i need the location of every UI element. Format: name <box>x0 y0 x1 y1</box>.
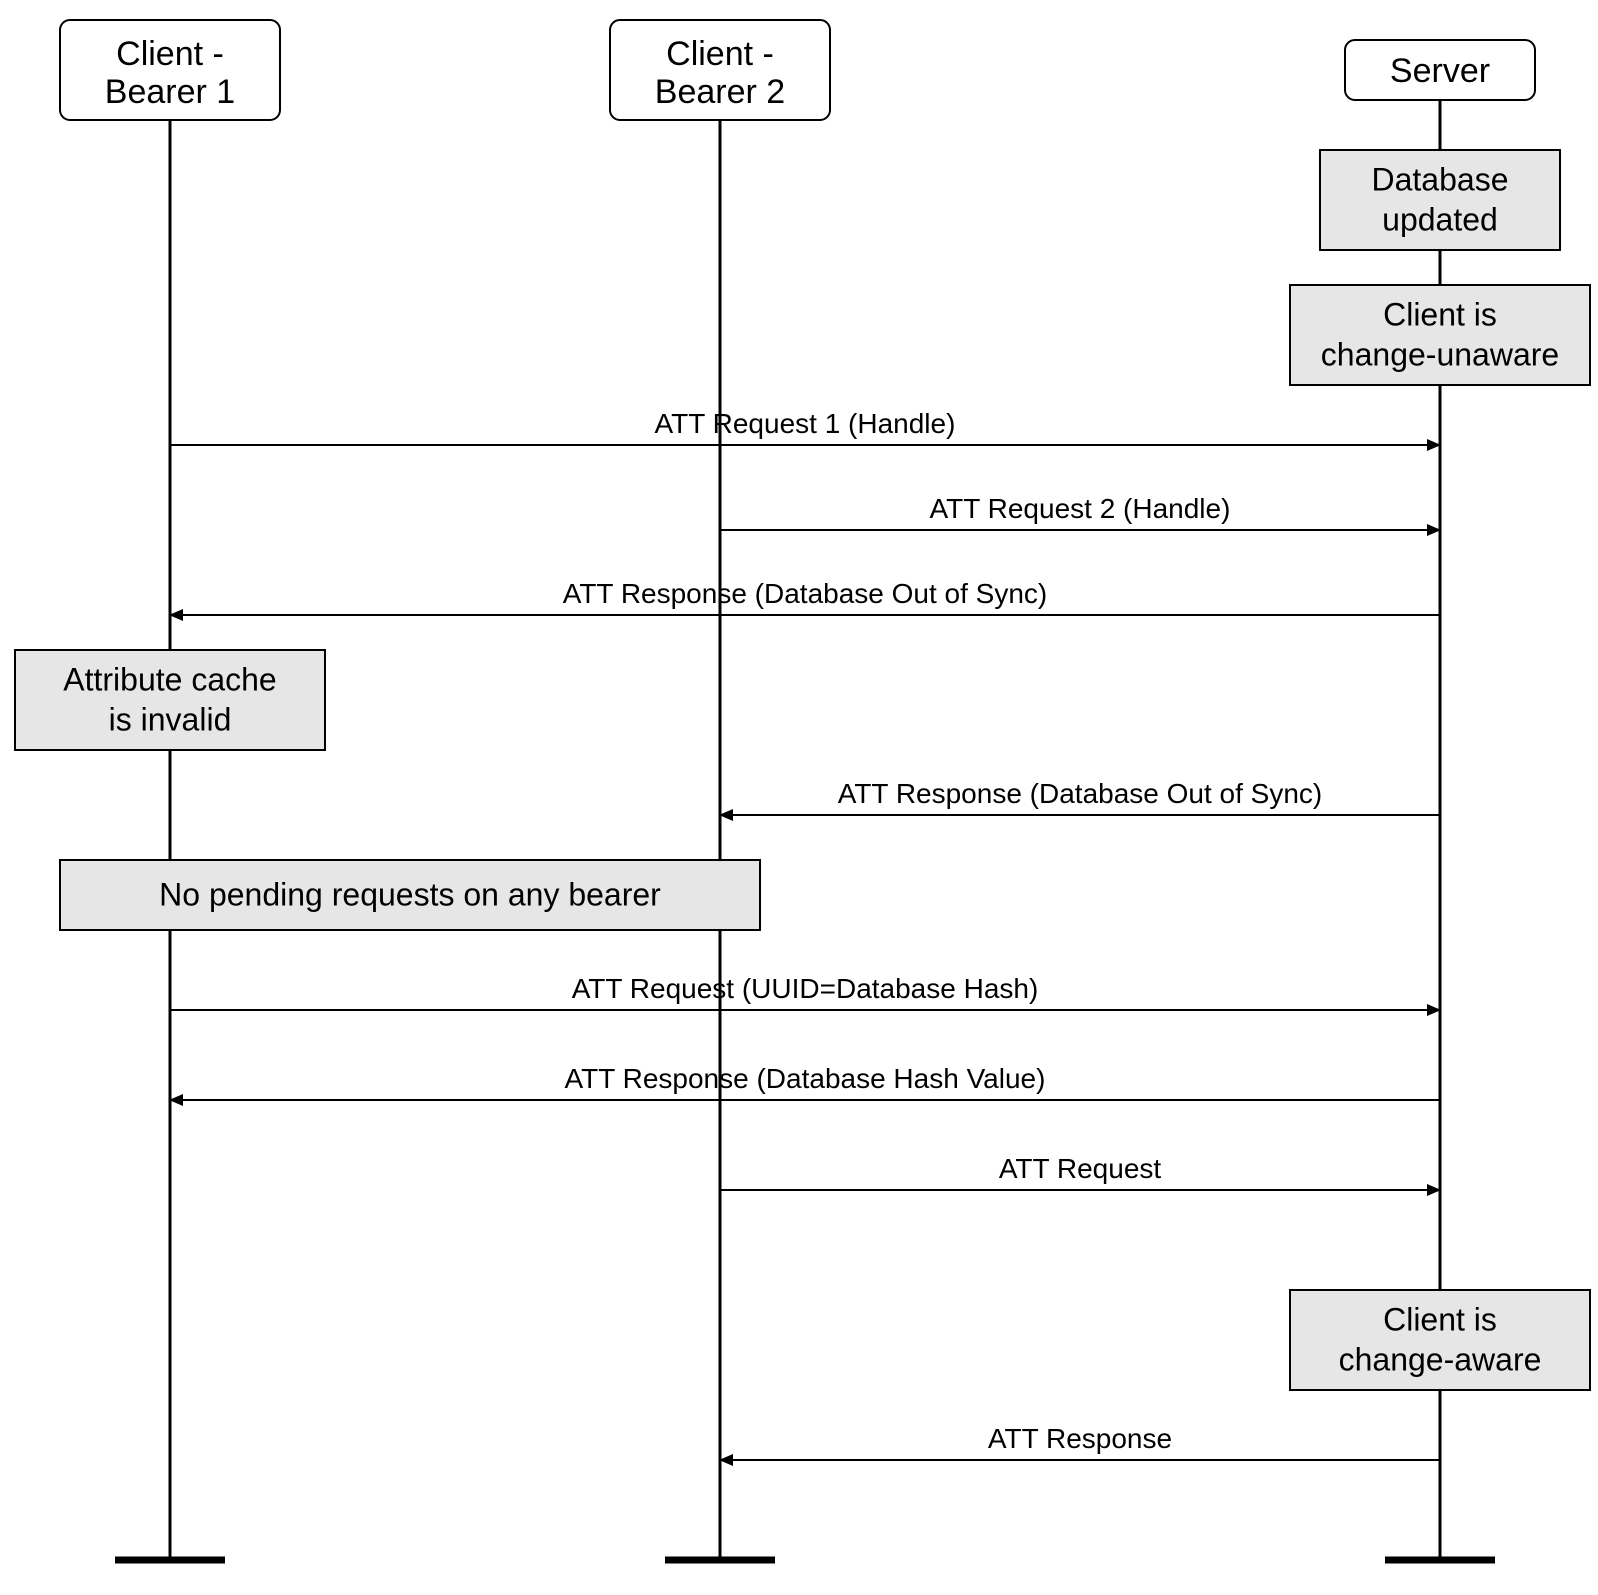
participant-label: Bearer 2 <box>655 73 785 111</box>
message-label: ATT Response (Database Out of Sync) <box>838 778 1323 809</box>
note-text: is invalid <box>109 701 232 737</box>
note-text: Database <box>1372 161 1509 197</box>
note-text: Client is <box>1383 296 1497 332</box>
sequence-diagram: Database updated Client is change-unaware At… <box>0 0 1598 1595</box>
participant-label: Server <box>1390 52 1490 90</box>
note-text: Attribute cache <box>63 661 276 697</box>
message-label: ATT Response (Database Hash Value) <box>565 1063 1046 1094</box>
message-label: ATT Request (UUID=Database Hash) <box>572 973 1039 1004</box>
note-text: No pending requests on any bearer <box>159 876 661 912</box>
message-label: ATT Request 1 (Handle) <box>655 408 956 439</box>
message-label: ATT Response (Database Out of Sync) <box>563 578 1048 609</box>
note-text: Client is <box>1383 1301 1497 1337</box>
note-text: change-unaware <box>1321 336 1559 372</box>
message-label: ATT Request 2 (Handle) <box>930 493 1231 524</box>
note-text: updated <box>1382 201 1498 237</box>
participant-label: Client - <box>666 35 774 73</box>
note-text: change-aware <box>1339 1341 1542 1377</box>
participant-label: Bearer 1 <box>105 73 235 111</box>
participant-label: Client - <box>116 35 224 73</box>
message-label: ATT Request <box>999 1153 1162 1184</box>
message-label: ATT Response <box>988 1423 1172 1454</box>
